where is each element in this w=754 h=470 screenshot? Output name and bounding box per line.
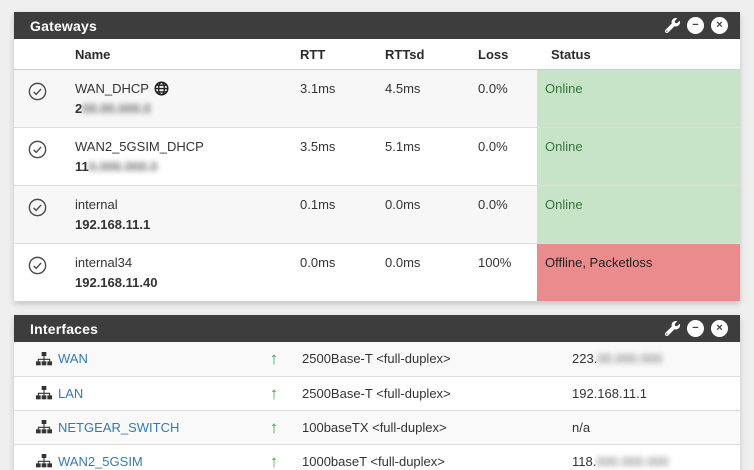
- interfaces-widget-header: Interfaces − ×: [14, 315, 740, 342]
- interface-link-lan[interactable]: LAN: [58, 385, 84, 401]
- interfaces-close-button[interactable]: ×: [711, 320, 728, 337]
- gateway-rtt: 0.1ms: [292, 185, 377, 244]
- status-badge: Online: [537, 127, 740, 186]
- column-header-loss: Loss: [462, 39, 537, 70]
- interfaces-widget-title: Interfaces: [30, 320, 99, 337]
- gateway-name: internal: [75, 197, 118, 212]
- column-header-rtt: RTT: [292, 39, 377, 70]
- gateways-settings-button[interactable]: [665, 18, 680, 33]
- table-row: WAN ↑ 2500Base-T <full-duplex> 223.00.00…: [14, 342, 740, 376]
- arrow-up-icon: ↑: [269, 417, 279, 437]
- interface-ip: 223.00.000.000: [572, 351, 663, 367]
- close-icon: ×: [716, 322, 723, 334]
- redacted-ip: 000.000.000: [596, 453, 669, 469]
- status-badge: Offline, Packetloss: [537, 243, 740, 301]
- check-circle-icon: [27, 82, 48, 105]
- sitemap-icon: [36, 454, 52, 468]
- gateway-name: internal34: [75, 255, 133, 270]
- table-row: internal 192.168.11.1 0.1ms 0.0ms 0.0% O…: [14, 185, 740, 244]
- gateway-rtt: 0.0ms: [292, 243, 377, 301]
- gateway-loss: 0.0%: [462, 185, 537, 244]
- close-icon: ×: [716, 19, 723, 31]
- column-header-status: Status: [537, 39, 740, 70]
- redacted-ip: 00.000.000: [597, 351, 663, 367]
- gateways-table: Name RTT RTTsd Loss Status WAN_DHCP 200.…: [14, 39, 740, 301]
- table-row: WAN2_5GSIM ↑ 1000baseT <full-duplex> 118…: [14, 443, 740, 470]
- interface-link-wan2-5gsim[interactable]: WAN2_5GSIM: [58, 453, 143, 469]
- gateway-loss: 100%: [462, 243, 537, 301]
- gateway-name: WAN_DHCP: [75, 81, 149, 96]
- gateway-rttsd: 5.1ms: [377, 127, 462, 186]
- status-badge: Online: [537, 69, 740, 128]
- interface-ip: n/a: [564, 409, 740, 444]
- gateway-name: WAN2_5GSIM_DHCP: [75, 139, 204, 154]
- gateway-loss: 0.0%: [462, 127, 537, 186]
- gateway-rttsd: 0.0ms: [377, 185, 462, 244]
- interfaces-minimize-button[interactable]: −: [687, 320, 704, 337]
- status-badge: Online: [537, 185, 740, 244]
- gateways-header-row: Name RTT RTTsd Loss Status: [14, 39, 740, 70]
- table-row: LAN ↑ 2500Base-T <full-duplex> 192.168.1…: [14, 375, 740, 410]
- table-row: WAN2_5GSIM_DHCP 110.000.000.0 3.5ms 5.1m…: [14, 127, 740, 186]
- interface-link-netgear-switch[interactable]: NETGEAR_SWITCH: [58, 419, 180, 435]
- interface-media: 2500Base-T <full-duplex>: [302, 351, 451, 367]
- minus-icon: −: [692, 19, 699, 31]
- arrow-up-icon: ↑: [269, 349, 279, 369]
- interface-media: 1000baseT <full-duplex>: [294, 443, 564, 470]
- minus-icon: −: [692, 322, 699, 334]
- wrench-icon: [665, 18, 680, 33]
- gateways-widget-header: Gateways − ×: [14, 12, 740, 39]
- interfaces-table: WAN ↑ 2500Base-T <full-duplex> 223.00.00…: [14, 342, 740, 470]
- arrow-up-icon: ↑: [269, 383, 279, 403]
- gateway-ip: 192.168.11.40: [75, 275, 158, 290]
- interfaces-settings-button[interactable]: [665, 321, 680, 336]
- gateway-ip: 200.00.000.0: [75, 101, 151, 116]
- table-row: NETGEAR_SWITCH ↑ 100baseTX <full-duplex>…: [14, 409, 740, 444]
- gateways-close-button[interactable]: ×: [711, 17, 728, 34]
- gateway-rtt: 3.5ms: [292, 127, 377, 186]
- interface-ip: 192.168.11.1: [564, 375, 740, 410]
- redacted-ip: 0.000.000.0: [88, 159, 158, 174]
- gateway-rttsd: 0.0ms: [377, 243, 462, 301]
- table-row: WAN_DHCP 200.00.000.0 3.1ms 4.5ms 0.0% O…: [14, 69, 740, 128]
- interface-media: 2500Base-T <full-duplex>: [294, 375, 564, 410]
- gateways-widget-title: Gateways: [30, 17, 97, 34]
- check-circle-icon: [27, 140, 48, 163]
- gateway-rttsd: 4.5ms: [377, 69, 462, 128]
- wrench-icon: [665, 321, 680, 336]
- interface-media: 100baseTX <full-duplex>: [294, 409, 564, 444]
- table-row: internal34 192.168.11.40 0.0ms 0.0ms 100…: [14, 243, 740, 301]
- gateway-ip: 192.168.11.1: [75, 217, 151, 232]
- globe-icon: [154, 81, 169, 96]
- gateway-rtt: 3.1ms: [292, 69, 377, 128]
- column-header-name: Name: [60, 39, 292, 70]
- gateway-ip: 110.000.000.0: [75, 159, 158, 174]
- column-header-rttsd: RTTsd: [377, 39, 462, 70]
- sitemap-icon: [36, 420, 52, 434]
- interface-link-wan[interactable]: WAN: [58, 351, 88, 367]
- arrow-up-icon: ↑: [269, 451, 279, 470]
- check-circle-icon: [27, 256, 48, 279]
- check-circle-icon: [27, 198, 48, 221]
- redacted-ip: 00.00.000.0: [82, 101, 151, 116]
- sitemap-icon: [36, 386, 52, 400]
- interface-ip: 118.000.000.000: [564, 443, 740, 470]
- interfaces-widget: Interfaces − × WAN: [14, 315, 740, 470]
- gateways-minimize-button[interactable]: −: [687, 17, 704, 34]
- gateways-widget: Gateways − × Name RTT RTTsd Loss: [14, 12, 740, 301]
- sitemap-icon: [36, 351, 52, 366]
- gateway-loss: 0.0%: [462, 69, 537, 128]
